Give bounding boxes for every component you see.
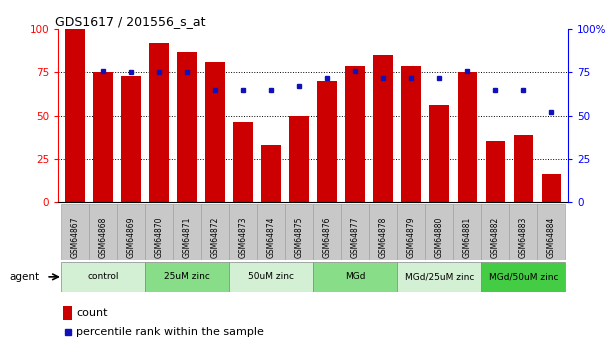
- Bar: [541, 174, 562, 202]
- Text: GSM64877: GSM64877: [351, 216, 360, 258]
- Text: GSM64878: GSM64878: [379, 216, 388, 258]
- Bar: [233, 122, 253, 202]
- Bar: [481, 262, 565, 292]
- Text: GSM64884: GSM64884: [547, 216, 556, 258]
- Bar: [257, 204, 285, 260]
- Text: GSM64882: GSM64882: [491, 216, 500, 258]
- Text: 25uM zinc: 25uM zinc: [164, 272, 210, 282]
- Text: GSM64867: GSM64867: [70, 216, 79, 258]
- Bar: [510, 204, 538, 260]
- Bar: [63, 306, 72, 320]
- Text: GSM64881: GSM64881: [463, 216, 472, 258]
- Bar: [149, 43, 169, 202]
- Bar: [341, 204, 369, 260]
- Bar: [61, 204, 89, 260]
- Text: GSM64869: GSM64869: [126, 216, 136, 258]
- Bar: [145, 204, 173, 260]
- Bar: [481, 204, 510, 260]
- Text: GSM64876: GSM64876: [323, 216, 332, 258]
- Bar: [117, 204, 145, 260]
- Text: GSM64873: GSM64873: [238, 216, 247, 258]
- Text: GSM64879: GSM64879: [407, 216, 415, 258]
- Text: GSM64870: GSM64870: [155, 216, 164, 258]
- Text: GSM64880: GSM64880: [435, 216, 444, 258]
- Bar: [397, 204, 425, 260]
- Text: GDS1617 / 201556_s_at: GDS1617 / 201556_s_at: [56, 15, 206, 28]
- Bar: [93, 72, 112, 202]
- Text: GSM64872: GSM64872: [211, 216, 219, 258]
- Bar: [453, 204, 481, 260]
- Text: MGd/50uM zinc: MGd/50uM zinc: [489, 272, 558, 282]
- Bar: [514, 135, 533, 202]
- Bar: [61, 262, 145, 292]
- Text: control: control: [87, 272, 119, 282]
- Bar: [373, 55, 393, 202]
- Text: MGd: MGd: [345, 272, 365, 282]
- Bar: [173, 204, 201, 260]
- Bar: [205, 62, 225, 202]
- Bar: [430, 105, 449, 202]
- Bar: [65, 29, 85, 202]
- Bar: [229, 204, 257, 260]
- Bar: [177, 52, 197, 202]
- Text: GSM64874: GSM64874: [266, 216, 276, 258]
- Text: GSM64883: GSM64883: [519, 216, 528, 258]
- Bar: [397, 262, 481, 292]
- Text: 50uM zinc: 50uM zinc: [248, 272, 294, 282]
- Bar: [89, 204, 117, 260]
- Text: percentile rank within the sample: percentile rank within the sample: [76, 327, 265, 337]
- Bar: [229, 262, 313, 292]
- Text: GSM64871: GSM64871: [183, 216, 191, 258]
- Bar: [313, 262, 397, 292]
- Bar: [345, 66, 365, 202]
- Bar: [201, 204, 229, 260]
- Bar: [538, 204, 565, 260]
- Bar: [401, 66, 421, 202]
- Text: count: count: [76, 308, 108, 317]
- Bar: [369, 204, 397, 260]
- Bar: [425, 204, 453, 260]
- Text: MGd/25uM zinc: MGd/25uM zinc: [404, 272, 474, 282]
- Text: GSM64868: GSM64868: [98, 216, 108, 258]
- Bar: [121, 76, 141, 202]
- Bar: [458, 72, 477, 202]
- Bar: [145, 262, 229, 292]
- Bar: [313, 204, 341, 260]
- Text: GSM64875: GSM64875: [295, 216, 304, 258]
- Bar: [486, 141, 505, 202]
- Bar: [317, 81, 337, 202]
- Bar: [262, 145, 281, 202]
- Text: agent: agent: [10, 272, 40, 282]
- Bar: [290, 116, 309, 202]
- Bar: [285, 204, 313, 260]
